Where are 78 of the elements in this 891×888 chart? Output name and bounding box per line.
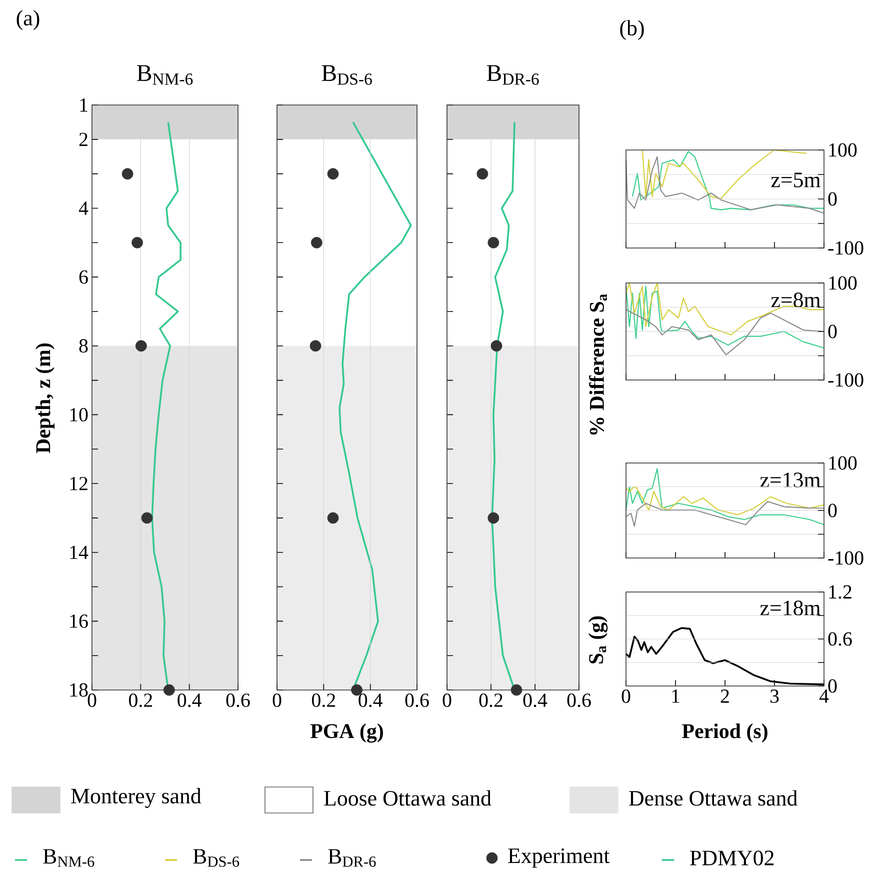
x-axis-title: PGA (g) <box>310 723 383 743</box>
point <box>132 236 143 248</box>
y-axis-title: S$_{a}$ (g) <box>588 616 608 664</box>
y-tick-label: 0.6 <box>828 632 852 646</box>
chart-title: B$_{NM-6}$ <box>137 65 193 85</box>
x-axis-title: Period (s) <box>682 724 768 742</box>
x-tick-label: 0 <box>442 694 452 707</box>
legend-label: B$_{DR-6}$ <box>328 849 376 867</box>
y-tick-label: -100 <box>828 241 864 255</box>
annotation: z=18m <box>760 600 820 616</box>
x-tick-label: 0.4 <box>358 694 382 708</box>
point <box>327 512 339 524</box>
line-series <box>625 156 825 214</box>
point <box>327 168 339 180</box>
y-tick-label: 8 <box>79 339 88 353</box>
x-tick-label: 2 <box>720 690 729 703</box>
x-tick-label: 1 <box>672 690 680 703</box>
y-tick-label: 2 <box>79 132 88 146</box>
legend-label: B$_{DS-6}$ <box>193 849 240 867</box>
x-tick-label: 3 <box>770 690 779 703</box>
x-tick-label: 0.6 <box>226 694 250 708</box>
line-series <box>632 150 825 210</box>
legend-label: PDMY02 <box>690 850 774 866</box>
y-tick-label: 12 <box>70 476 88 490</box>
y-tick-label: 6 <box>79 270 88 284</box>
chart-title: B$_{DS-6}$ <box>322 65 372 85</box>
point <box>310 236 322 248</box>
point <box>488 236 500 248</box>
point <box>490 340 502 352</box>
y-tick-label: 100 <box>829 143 857 157</box>
line-series <box>625 282 825 336</box>
x-tick-label: 0.2 <box>479 694 502 708</box>
x-tick-label: 0 <box>272 694 282 707</box>
x-tick-label: 0.6 <box>405 694 429 708</box>
y-tick-label: 100 <box>829 456 857 470</box>
y-tick-label: 16 <box>70 614 88 628</box>
annotation: z=5m <box>771 172 820 188</box>
x-tick-label: 0.2 <box>312 694 336 708</box>
y-tick-label: 4 <box>78 202 88 215</box>
y-tick-label: 0 <box>828 192 837 206</box>
y-tick-label: -100 <box>828 373 864 387</box>
y-axis-title: % Difference S$_{a}$ <box>589 294 607 435</box>
point <box>141 512 153 524</box>
text: (b) <box>620 20 644 40</box>
line-series <box>625 500 825 527</box>
point <box>135 340 147 352</box>
annotation: z=8m <box>771 292 820 308</box>
y-axis-title: Depth, z (m) <box>36 343 54 454</box>
x-tick-label: 0.4 <box>178 694 202 708</box>
legend-label: Dense Ottawa sand <box>629 790 798 806</box>
y-tick-label: 0 <box>828 504 837 518</box>
point <box>163 684 175 696</box>
x-tick-label: 0 <box>622 690 630 703</box>
point <box>488 512 500 524</box>
line-series <box>625 486 825 516</box>
y-tick-label: 10 <box>70 408 88 422</box>
y-tick-label: 100 <box>829 276 857 290</box>
y-tick-label: 0 <box>828 324 837 338</box>
y-tick-label: 14 <box>70 546 88 559</box>
y-tick-label: -100 <box>828 551 864 565</box>
point <box>510 684 522 696</box>
chart-title: B$_{DR-6}$ <box>486 65 539 85</box>
y-tick-label: 0 <box>828 679 837 693</box>
point <box>310 340 322 352</box>
y-tick-label: 1 <box>80 98 88 112</box>
legend-label: Monterey sand <box>71 788 202 808</box>
point <box>122 168 134 180</box>
x-tick-label: 0.6 <box>567 694 591 708</box>
legend-label: Experiment <box>508 848 610 868</box>
x-tick-label: 0.4 <box>523 694 548 708</box>
text: (a) <box>16 10 40 30</box>
line-series <box>625 286 825 349</box>
y-tick-label: 18 <box>70 683 88 697</box>
legend-label: Loose Ottawa sand <box>324 790 492 806</box>
y-tick-label: 1.2 <box>829 585 852 599</box>
x-tick-label: 0.2 <box>128 694 152 708</box>
legend-label: B$_{NM-6}$ <box>43 849 94 867</box>
point <box>476 168 488 180</box>
